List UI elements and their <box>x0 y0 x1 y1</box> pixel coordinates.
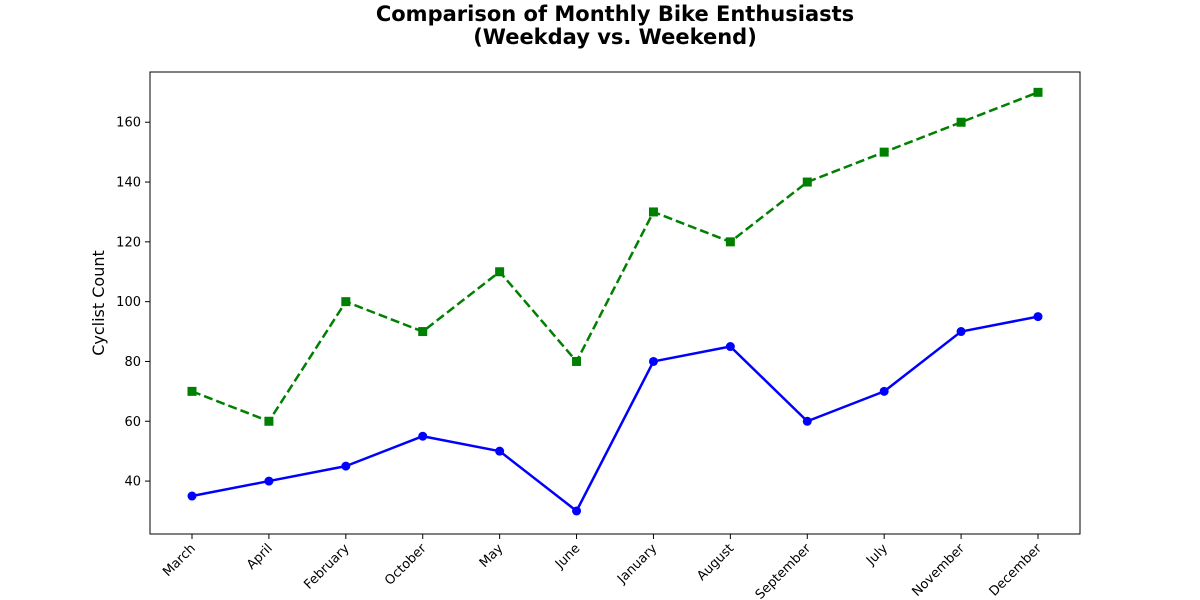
x-tick-label: January <box>614 541 660 587</box>
series-2-point <box>648 207 658 217</box>
y-tick-label: 140 <box>116 176 141 191</box>
series-1-point <box>1033 312 1043 322</box>
chart-title-line2: (Weekday vs. Weekend) <box>473 25 757 49</box>
series-1-point <box>341 461 351 471</box>
series-1-point <box>648 356 658 366</box>
series-2-point <box>572 356 582 366</box>
series-1-point <box>187 491 197 501</box>
x-tick-label: July <box>863 541 891 569</box>
series-2-point <box>495 267 505 277</box>
y-tick-label: 40 <box>124 475 141 490</box>
series-2-point <box>264 416 274 426</box>
x-tick-label: October <box>382 541 430 589</box>
x-tick-label: August <box>694 541 737 584</box>
series-2-point <box>418 327 428 337</box>
series-2-point <box>341 297 351 307</box>
series-1-point <box>495 446 505 456</box>
series-1-point <box>879 386 889 396</box>
series-1-point <box>956 327 966 337</box>
series-2-line <box>191 91 1039 423</box>
y-tick-label: 100 <box>116 295 141 310</box>
series-2-point <box>802 177 812 187</box>
y-tick-label: 120 <box>116 235 141 250</box>
x-tick-label: September <box>753 541 815 600</box>
chart-title-line1: Comparison of Monthly Bike Enthusiasts <box>376 2 854 26</box>
x-tick-label: May <box>477 541 507 571</box>
x-tick-label: June <box>552 541 583 572</box>
y-tick-label: 60 <box>124 415 141 430</box>
series-2-point <box>187 386 197 396</box>
x-tick-label: April <box>244 541 276 573</box>
series-1-point <box>725 342 735 352</box>
y-axis-label: Cyclist Count <box>89 250 108 356</box>
series-2-point <box>956 117 966 127</box>
series-1-point <box>418 431 428 441</box>
series-1-point <box>572 506 582 516</box>
series-1-point <box>264 476 274 486</box>
x-tick-label: December <box>987 541 1046 600</box>
plot-area: 40 60 80 100 120 140 160 March April February Octo… <box>116 71 1081 600</box>
x-tick-label: March <box>160 541 199 580</box>
series-2-point <box>879 147 889 157</box>
axes-frame <box>149 71 1081 535</box>
series-2-point <box>725 237 735 247</box>
x-tick-label: February <box>301 541 353 593</box>
x-tick-label: November <box>909 541 968 600</box>
series-2-point <box>1033 87 1043 97</box>
series-1-line <box>191 315 1039 513</box>
y-tick-label: 160 <box>116 116 141 131</box>
y-tick-label: 80 <box>124 355 141 370</box>
series-1-point <box>802 416 812 426</box>
